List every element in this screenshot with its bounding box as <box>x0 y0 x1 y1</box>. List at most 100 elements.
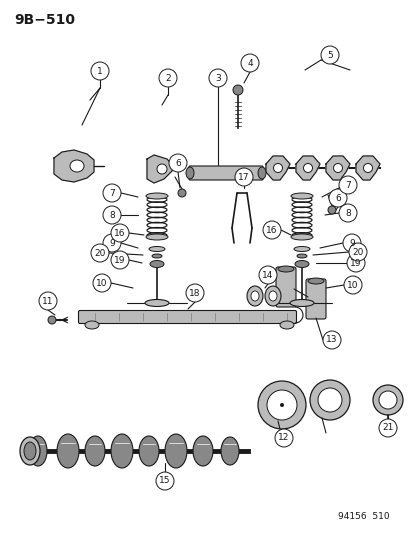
Ellipse shape <box>333 164 342 173</box>
Circle shape <box>262 221 280 239</box>
Ellipse shape <box>145 300 169 306</box>
Ellipse shape <box>307 278 323 284</box>
Circle shape <box>309 380 349 420</box>
Ellipse shape <box>290 234 312 240</box>
Circle shape <box>259 266 276 284</box>
Circle shape <box>93 274 111 292</box>
Ellipse shape <box>257 167 266 179</box>
Polygon shape <box>266 156 289 180</box>
Ellipse shape <box>111 434 133 468</box>
Circle shape <box>159 69 177 87</box>
Ellipse shape <box>139 436 159 466</box>
Circle shape <box>39 292 57 310</box>
Text: 6: 6 <box>175 158 180 167</box>
Text: 7: 7 <box>344 181 350 190</box>
Text: 20: 20 <box>94 248 105 257</box>
Polygon shape <box>325 156 349 180</box>
FancyBboxPatch shape <box>305 279 325 319</box>
Text: 9B−510: 9B−510 <box>14 13 75 27</box>
Circle shape <box>235 168 252 186</box>
Text: 15: 15 <box>159 477 170 486</box>
Circle shape <box>274 429 292 447</box>
Ellipse shape <box>363 164 372 173</box>
Text: 20: 20 <box>351 247 363 256</box>
Ellipse shape <box>294 261 308 268</box>
Ellipse shape <box>29 436 47 466</box>
Ellipse shape <box>221 437 238 465</box>
Circle shape <box>91 244 109 262</box>
Circle shape <box>111 251 129 269</box>
FancyBboxPatch shape <box>275 267 295 307</box>
Circle shape <box>378 391 396 409</box>
FancyBboxPatch shape <box>78 311 296 324</box>
Ellipse shape <box>250 291 259 301</box>
Circle shape <box>266 390 296 420</box>
Ellipse shape <box>57 434 79 468</box>
Ellipse shape <box>85 321 99 329</box>
Ellipse shape <box>157 164 166 174</box>
Text: 7: 7 <box>109 189 114 198</box>
Polygon shape <box>54 150 94 182</box>
Circle shape <box>320 46 338 64</box>
Ellipse shape <box>70 160 84 172</box>
Circle shape <box>338 204 356 222</box>
Circle shape <box>343 276 361 294</box>
Text: 9: 9 <box>348 238 354 247</box>
Circle shape <box>178 189 185 197</box>
Text: 2: 2 <box>165 74 171 83</box>
Ellipse shape <box>146 234 168 240</box>
Circle shape <box>348 243 366 261</box>
FancyBboxPatch shape <box>189 166 262 180</box>
Ellipse shape <box>24 442 36 460</box>
Circle shape <box>103 184 121 202</box>
Circle shape <box>279 403 283 407</box>
Circle shape <box>169 154 187 172</box>
Circle shape <box>378 419 396 437</box>
Ellipse shape <box>293 246 309 252</box>
Circle shape <box>185 284 204 302</box>
Circle shape <box>342 234 360 252</box>
Ellipse shape <box>268 291 276 301</box>
Text: 19: 19 <box>114 255 126 264</box>
Text: 21: 21 <box>381 424 393 432</box>
Circle shape <box>322 331 340 349</box>
Circle shape <box>338 176 356 194</box>
Ellipse shape <box>289 300 313 306</box>
Circle shape <box>103 234 121 252</box>
Circle shape <box>209 69 226 87</box>
Ellipse shape <box>20 437 40 465</box>
Ellipse shape <box>165 434 187 468</box>
Circle shape <box>156 472 173 490</box>
Ellipse shape <box>149 246 165 252</box>
Ellipse shape <box>290 193 312 199</box>
Text: 11: 11 <box>42 296 54 305</box>
Circle shape <box>91 62 109 80</box>
Polygon shape <box>147 155 173 183</box>
Text: 10: 10 <box>347 280 358 289</box>
Text: 18: 18 <box>189 288 200 297</box>
Circle shape <box>346 254 364 272</box>
Text: 19: 19 <box>349 259 361 268</box>
Text: 9: 9 <box>109 238 114 247</box>
Polygon shape <box>295 156 319 180</box>
Circle shape <box>328 189 346 207</box>
Text: 16: 16 <box>266 225 277 235</box>
Circle shape <box>372 385 402 415</box>
Text: 8: 8 <box>344 208 350 217</box>
Ellipse shape <box>247 286 262 306</box>
Polygon shape <box>355 156 379 180</box>
Ellipse shape <box>192 436 212 466</box>
Text: 6: 6 <box>334 193 340 203</box>
Circle shape <box>327 206 335 214</box>
Text: 4: 4 <box>247 59 252 68</box>
Ellipse shape <box>279 321 293 329</box>
Circle shape <box>317 388 341 412</box>
Ellipse shape <box>85 436 105 466</box>
Text: 94156  510: 94156 510 <box>337 512 389 521</box>
Text: 13: 13 <box>325 335 337 344</box>
Circle shape <box>48 316 56 324</box>
Text: 5: 5 <box>326 51 332 60</box>
Ellipse shape <box>146 193 168 199</box>
Circle shape <box>111 224 129 242</box>
Text: 1: 1 <box>97 67 102 76</box>
